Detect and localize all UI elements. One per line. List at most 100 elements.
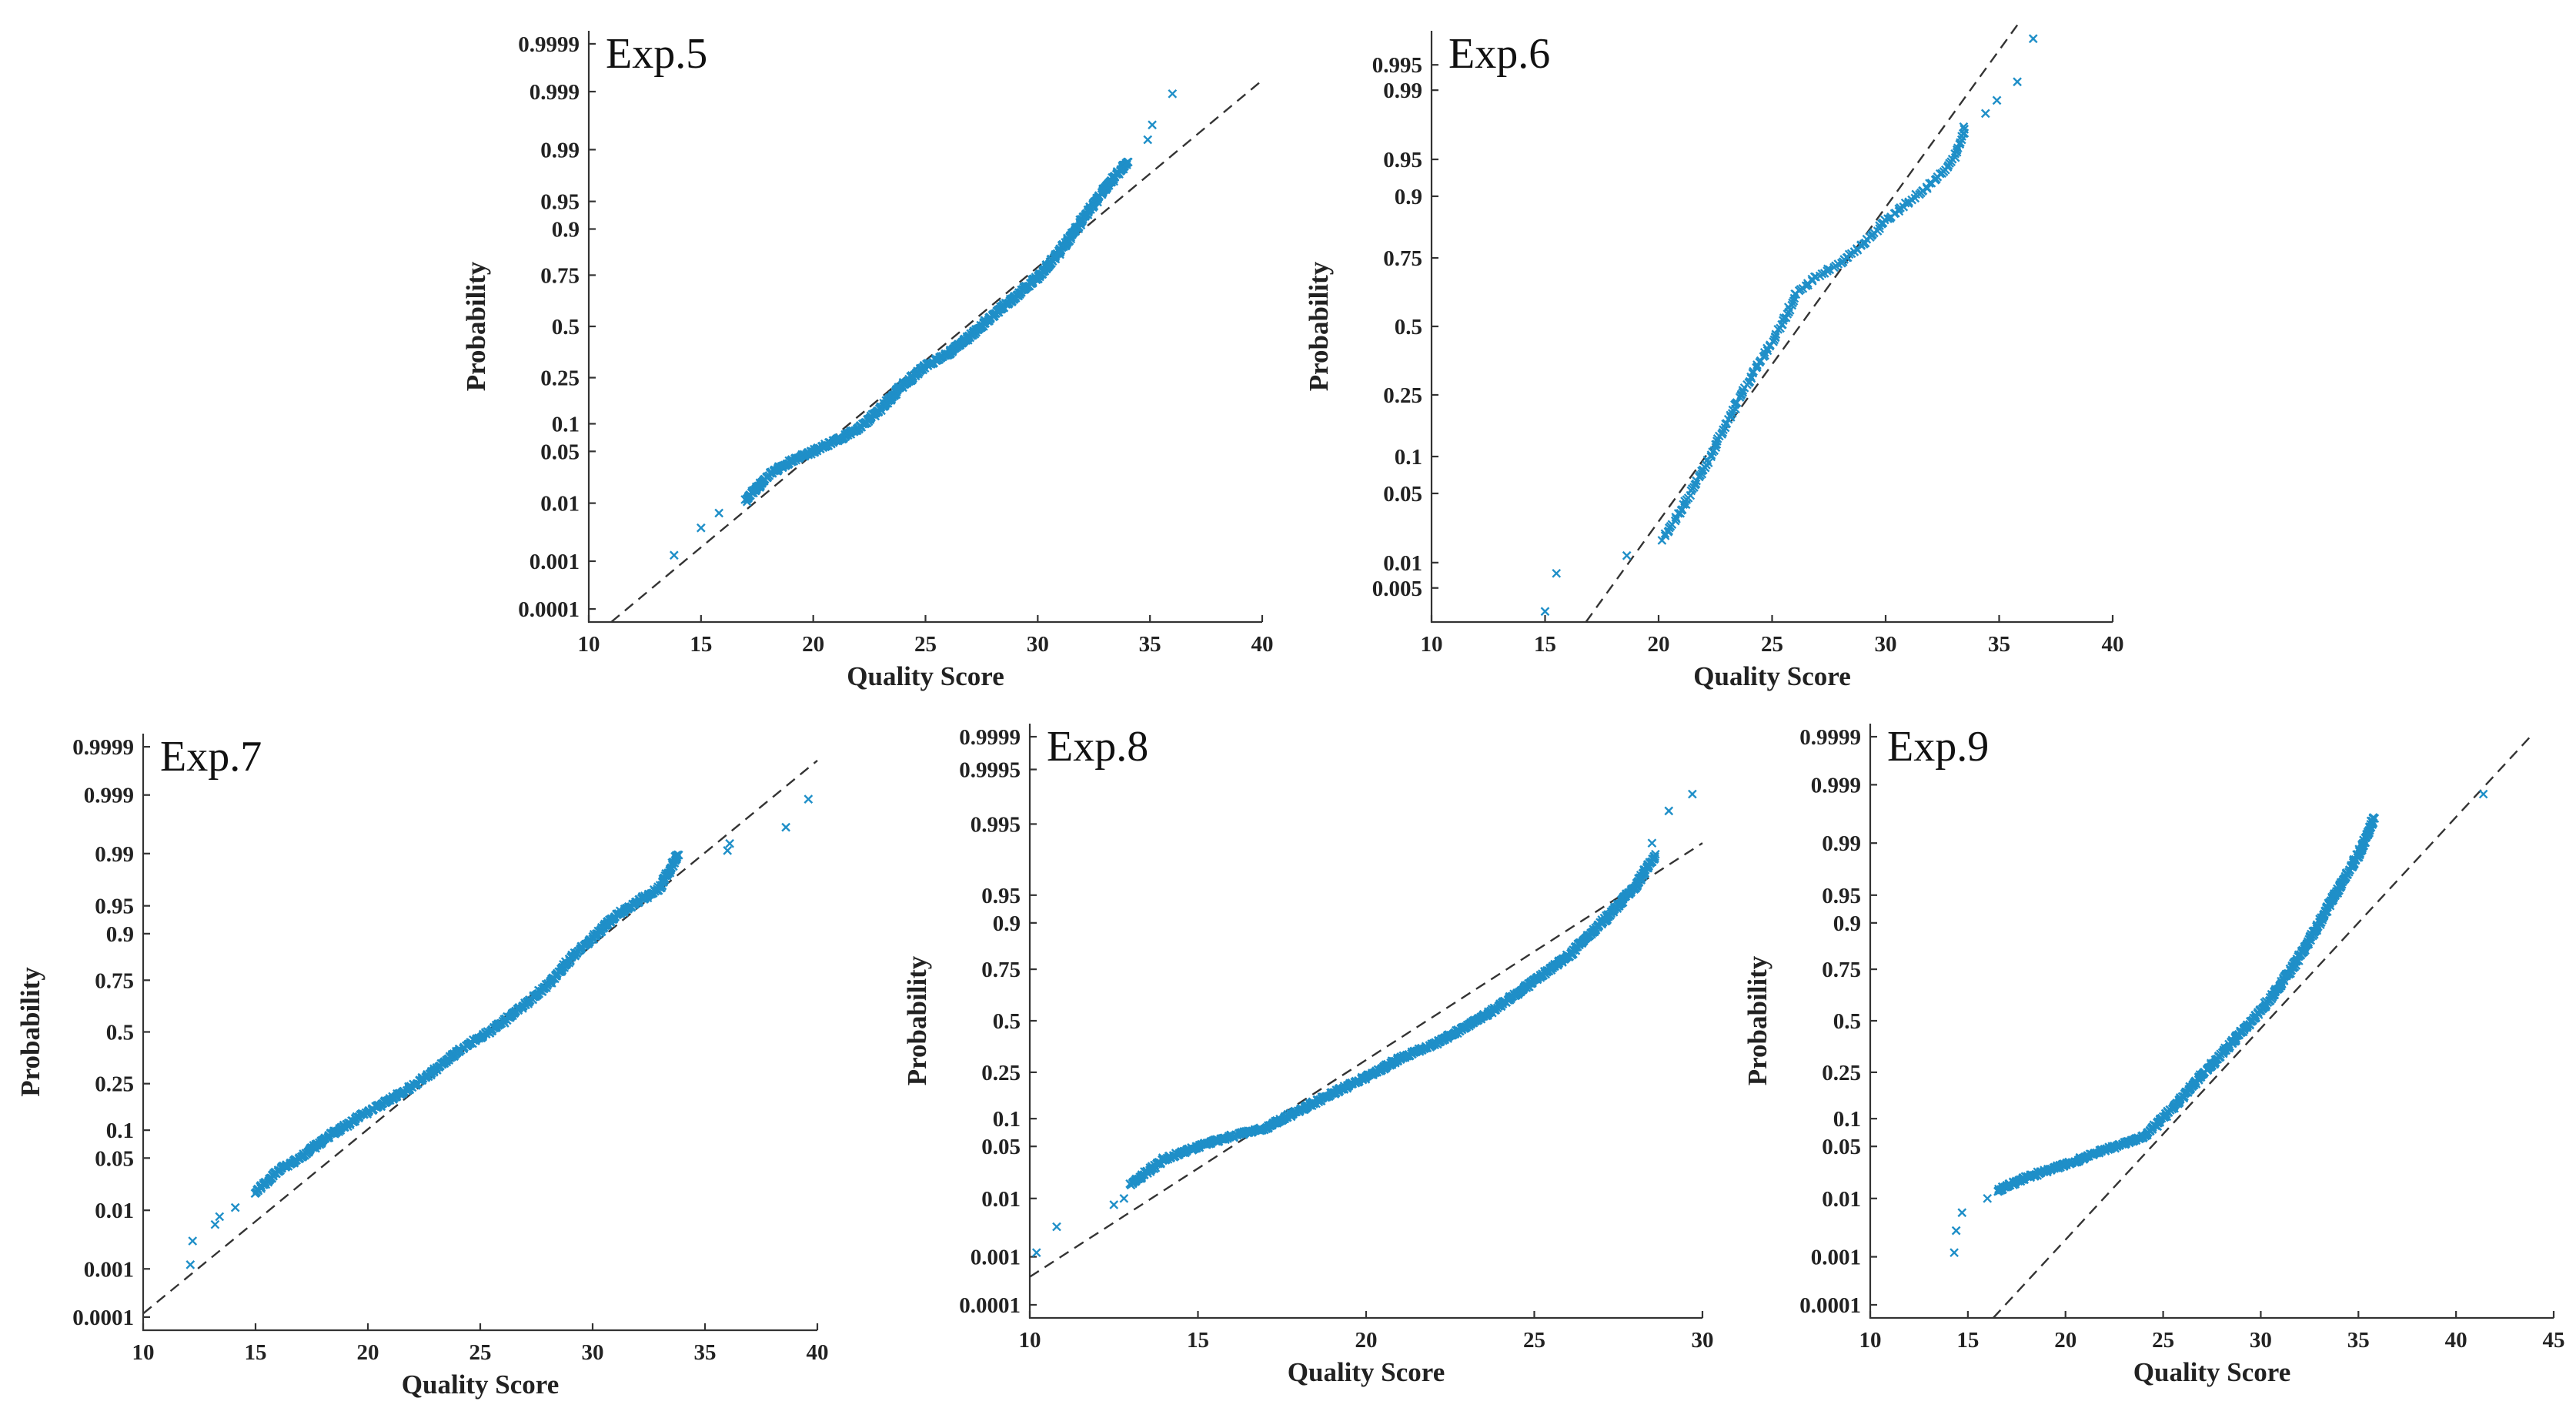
y-tick-label: 0.9999 <box>1799 725 1861 750</box>
y-tick-label: 0.9999 <box>518 32 580 57</box>
y-tick-label: 0.995 <box>1372 53 1422 78</box>
x-tick-label: 35 <box>1139 632 1161 657</box>
x-tick-label: 30 <box>1692 1328 1714 1353</box>
y-tick-label: 0.9999 <box>959 725 1021 750</box>
panel-9: 10 15 20 25 30 35 40 45 0.0001 0.001 0.01 0.05 0.1 0.… <box>1742 723 2565 1387</box>
y-tick-label: 0.25 <box>540 366 580 391</box>
y-tick-label: 0.999 <box>1811 773 1861 798</box>
outlier-point <box>210 1219 220 1229</box>
x-tick-label: 40 <box>2102 632 2124 657</box>
outlier-point <box>1540 607 1550 617</box>
y-tick-label: 0.0001 <box>518 597 580 622</box>
panel-title: Exp.6 <box>1448 30 1550 78</box>
y-tick-label: 0.0001 <box>72 1306 134 1330</box>
y-tick-label: 0.75 <box>95 968 134 993</box>
y-tick-label: 0.99 <box>1822 831 1861 856</box>
y-tick-label: 0.9 <box>552 218 580 242</box>
y-tick-label: 0.99 <box>1383 79 1422 103</box>
y-tick-label: 0.9995 <box>959 758 1021 783</box>
outlier-point <box>1992 95 2002 105</box>
x-tick-label: 30 <box>1027 632 1049 657</box>
y-tick-label: 0.5 <box>1833 1009 1861 1034</box>
y-tick-label: 0.75 <box>540 263 580 288</box>
x-tick-label: 20 <box>2054 1328 2077 1353</box>
y-tick-label: 0.99 <box>95 842 134 867</box>
data-points <box>250 850 683 1199</box>
y-tick-label: 0.95 <box>981 884 1021 908</box>
outlier-point <box>714 508 724 518</box>
y-tick-label: 0.5 <box>993 1009 1021 1034</box>
y-tick-label: 0.95 <box>95 895 134 919</box>
x-tick-label: 35 <box>694 1340 717 1365</box>
axes-frame <box>1869 724 2554 1319</box>
y-tick-label: 0.05 <box>1822 1135 1861 1159</box>
y-tick-label: 0.05 <box>540 440 580 464</box>
data-point <box>1732 398 1742 407</box>
x-tick-label: 25 <box>469 1340 492 1365</box>
y-axis-label: Probability <box>1742 955 1772 1085</box>
y-axis-label: Probability <box>1304 261 1334 391</box>
data-point <box>1770 332 1780 342</box>
outlier-point <box>725 838 734 848</box>
outlier-point <box>1983 1193 1993 1203</box>
x-tick-label: 20 <box>1648 632 1670 657</box>
outlier-point <box>1950 1248 1959 1258</box>
y-tick-label: 0.25 <box>1822 1061 1861 1085</box>
x-tick-label: 30 <box>1875 632 1897 657</box>
outlier-point <box>669 550 679 560</box>
y-tick-label: 0.01 <box>540 492 580 517</box>
x-axis-label: Quality Score <box>847 661 1004 691</box>
outlier-point <box>188 1236 198 1246</box>
data-point <box>1925 179 1934 189</box>
data-point <box>1959 122 1969 132</box>
x-tick-label: 10 <box>132 1340 155 1365</box>
data-points <box>1125 849 1660 1190</box>
y-tick-label: 0.001 <box>1811 1246 1861 1270</box>
x-tick-label: 25 <box>2152 1328 2174 1353</box>
y-tick-label: 0.5 <box>1395 315 1422 339</box>
reference-line <box>610 79 1263 623</box>
data-point <box>1703 458 1713 468</box>
y-tick-label: 0.5 <box>552 315 580 339</box>
panel-8: 10 15 20 25 30 0.0001 0.001 0.01 0.05 0.1 0.25 0.5 0… <box>902 723 1714 1387</box>
y-axis-label: Probability <box>461 261 491 391</box>
data-point <box>1752 362 1762 372</box>
x-tick-label: 15 <box>245 1340 267 1365</box>
data-point <box>1124 157 1133 167</box>
panel-title: Exp.7 <box>160 733 262 781</box>
outlier-point <box>1951 1226 1961 1236</box>
y-tick-label: 0.001 <box>971 1246 1021 1270</box>
outlier-point <box>1143 135 1153 145</box>
data-point <box>1718 428 1728 437</box>
outlier-point <box>1980 109 1990 119</box>
outlier-point <box>1052 1222 1061 1232</box>
y-tick-label: 0.1 <box>993 1107 1021 1132</box>
x-tick-label: 10 <box>1421 632 1443 657</box>
outlier-point <box>804 794 814 804</box>
outlier-point <box>185 1260 195 1269</box>
data-point <box>1789 296 1799 306</box>
y-tick-label: 0.01 <box>1383 551 1422 576</box>
y-tick-label: 0.9 <box>1833 911 1861 936</box>
outlier-point <box>1168 89 1178 99</box>
x-tick-label: 25 <box>1523 1328 1545 1353</box>
y-tick-label: 0.25 <box>1383 383 1422 408</box>
x-tick-label: 40 <box>1251 632 1274 657</box>
x-tick-label: 10 <box>1019 1328 1041 1353</box>
x-tick-label: 20 <box>357 1340 379 1365</box>
y-tick-label: 0.75 <box>981 958 1021 982</box>
y-axis-label: Probability <box>15 967 45 1097</box>
data-point <box>1771 329 1781 339</box>
reference-line <box>1992 736 2531 1319</box>
y-tick-label: 0.9 <box>1395 185 1422 209</box>
x-tick-label: 25 <box>1761 632 1783 657</box>
x-tick-label: 30 <box>2250 1328 2272 1353</box>
data-point <box>1712 436 1722 446</box>
outlier-point <box>1622 550 1632 560</box>
outlier-point <box>1664 806 1674 816</box>
y-tick-label: 0.01 <box>1822 1187 1861 1212</box>
outlier-point <box>1957 1208 1967 1218</box>
y-tick-label: 0.99 <box>540 138 580 162</box>
x-tick-label: 15 <box>1187 1328 1209 1353</box>
outlier-point <box>1647 838 1657 848</box>
